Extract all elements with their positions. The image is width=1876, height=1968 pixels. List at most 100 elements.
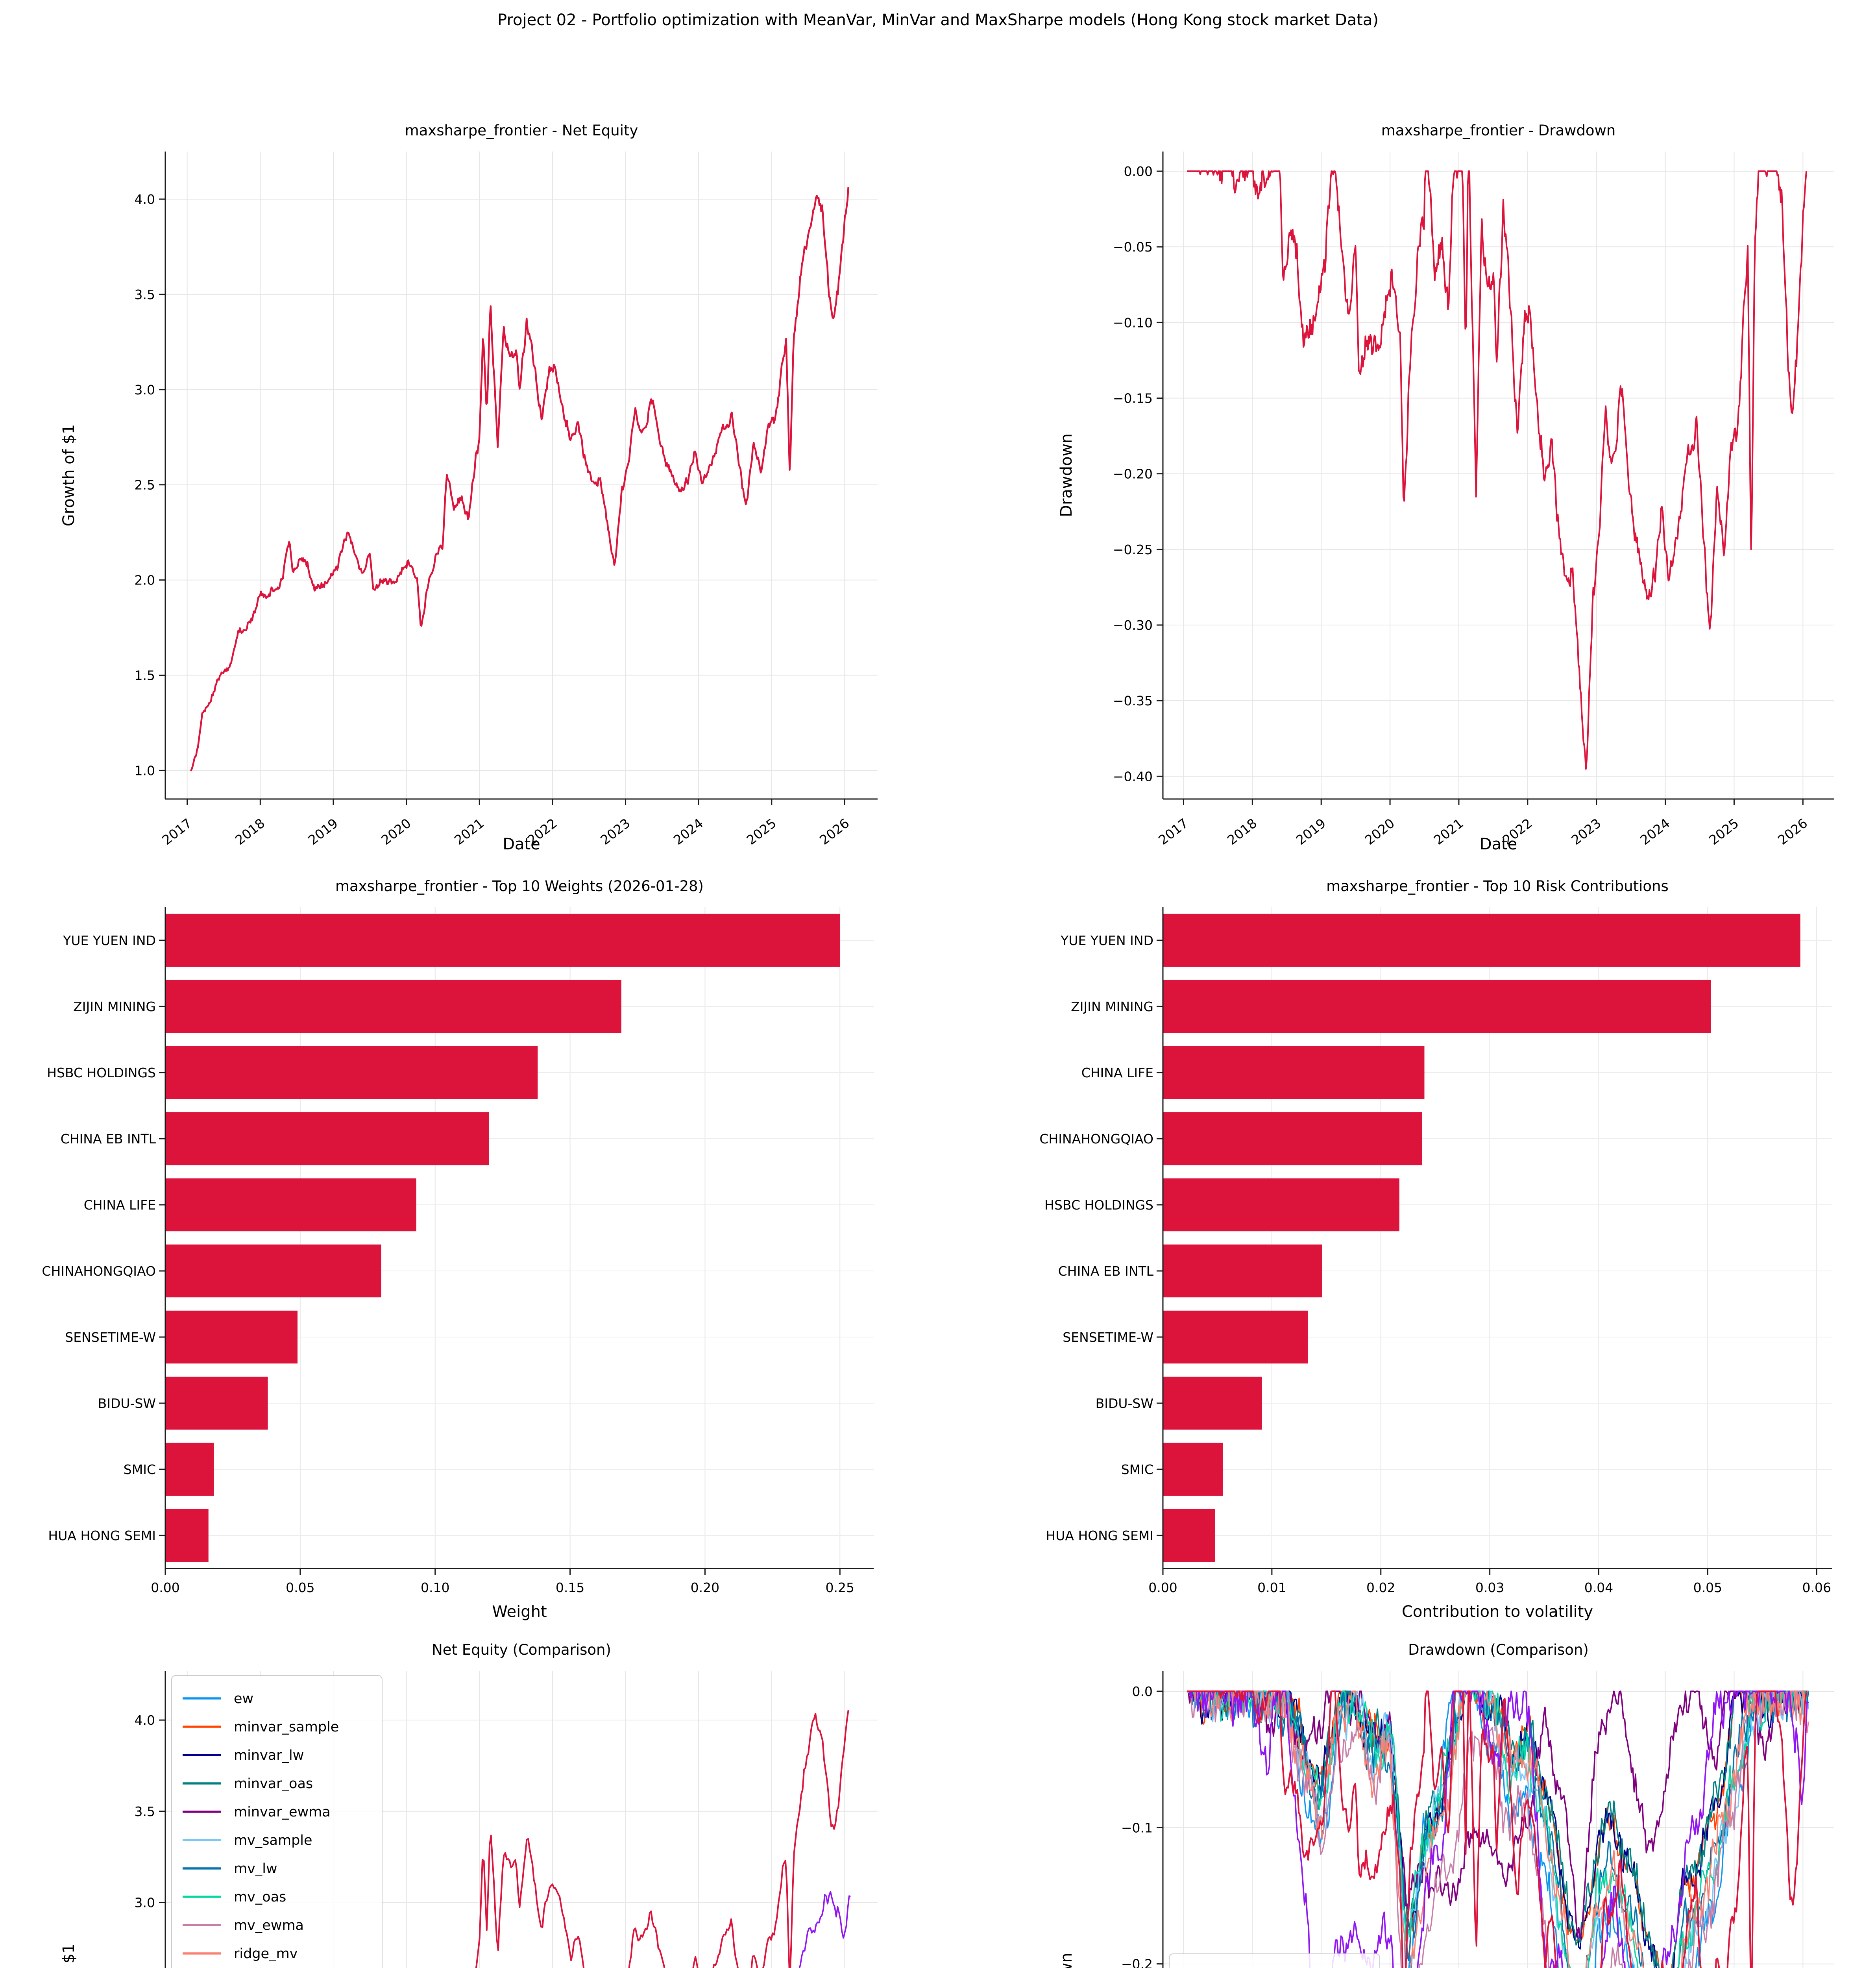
svg-text:0.01: 0.01 — [1257, 1580, 1286, 1595]
svg-text:0.0: 0.0 — [1132, 1684, 1153, 1699]
svg-text:Weight: Weight — [492, 1603, 547, 1621]
svg-text:CHINAHONGQIAO: CHINAHONGQIAO — [1039, 1131, 1153, 1147]
svg-text:0.05: 0.05 — [1693, 1580, 1722, 1595]
svg-text:−0.10: −0.10 — [1113, 315, 1153, 330]
svg-text:HUA HONG SEMI: HUA HONG SEMI — [1046, 1528, 1153, 1543]
svg-text:−0.30: −0.30 — [1113, 618, 1153, 633]
svg-text:Growth of $1: Growth of $1 — [60, 1944, 78, 1968]
panel-top10-risk-contributions: maxsharpe_frontier - Top 10 Risk Contrib… — [1039, 858, 1856, 1633]
svg-text:2020: 2020 — [1362, 816, 1397, 848]
panel-drawdown: maxsharpe_frontier - Drawdown 2017 2018 20… — [1041, 89, 1856, 866]
svg-text:minvar_sample: minvar_sample — [234, 1719, 339, 1735]
svg-text:SENSETIME-W: SENSETIME-W — [65, 1330, 156, 1345]
svg-text:−0.15: −0.15 — [1113, 390, 1153, 406]
svg-text:0.15: 0.15 — [556, 1580, 584, 1595]
panel-top10-weights: maxsharpe_frontier - Top 10 Weights (202… — [42, 858, 897, 1633]
svg-text:minvar_lw: minvar_lw — [234, 1748, 304, 1763]
svg-text:SMIC: SMIC — [124, 1462, 156, 1477]
svg-text:Date: Date — [503, 835, 540, 853]
svg-text:0.03: 0.03 — [1475, 1580, 1504, 1595]
svg-text:2026: 2026 — [817, 816, 852, 848]
svg-text:0.04: 0.04 — [1584, 1580, 1613, 1595]
svg-text:3.0: 3.0 — [135, 382, 155, 398]
net-equity-chart-canvas: 2017 2018 2019 2020 2021 2022 2023 2024 2025 2026… — [60, 152, 878, 853]
svg-text:CHINA EB INTL: CHINA EB INTL — [1058, 1263, 1154, 1279]
svg-text:0.20: 0.20 — [691, 1580, 719, 1595]
net-equity-comparison-chart-canvas: 2017201820192020202120222023202420252026… — [60, 1671, 878, 1968]
svg-text:ZIJIN MINING: ZIJIN MINING — [73, 999, 156, 1014]
drawdown-title: maxsharpe_frontier - Drawdown — [1381, 122, 1616, 139]
svg-text:2017: 2017 — [1155, 816, 1191, 848]
svg-text:CHINA LIFE: CHINA LIFE — [1081, 1065, 1153, 1080]
svg-text:2024: 2024 — [1637, 816, 1673, 848]
svg-text:−0.05: −0.05 — [1113, 239, 1153, 255]
svg-text:Date: Date — [1480, 835, 1517, 853]
svg-text:YUE YUEN IND: YUE YUEN IND — [63, 933, 156, 948]
svg-text:2017: 2017 — [159, 816, 194, 848]
svg-text:0.00: 0.00 — [151, 1580, 179, 1595]
svg-text:2.0: 2.0 — [135, 573, 155, 588]
svg-text:3.5: 3.5 — [135, 1804, 155, 1819]
svg-text:−0.2: −0.2 — [1121, 1957, 1153, 1968]
svg-text:mv_ewma: mv_ewma — [234, 1918, 304, 1933]
svg-text:2020: 2020 — [378, 816, 414, 848]
top10-risk-contributions-chart-canvas: YUE YUEN IND ZIJIN MINING CHINA LIFE CHINAH… — [1039, 907, 1832, 1621]
svg-text:1.5: 1.5 — [135, 668, 155, 683]
panel-net-equity: maxsharpe_frontier - Net Equity 2017 2018… — [43, 89, 897, 866]
svg-text:SMIC: SMIC — [1121, 1462, 1153, 1477]
top10-weights-chart-canvas: YUE YUEN IND ZIJIN MINING HSBC HOLDINGS CHI… — [42, 907, 874, 1621]
panel-net-equity-comparison: Net Equity (Comparison) 2017201820192020… — [43, 1622, 897, 1968]
net-equity-comparison-title: Net Equity (Comparison) — [432, 1641, 611, 1658]
svg-text:4.0: 4.0 — [135, 192, 155, 207]
svg-text:0.06: 0.06 — [1802, 1580, 1831, 1595]
svg-text:4.0: 4.0 — [135, 1713, 155, 1728]
svg-text:0.02: 0.02 — [1366, 1580, 1395, 1595]
svg-text:2025: 2025 — [744, 816, 779, 848]
top10-risk-contributions-title: maxsharpe_frontier - Top 10 Risk Contrib… — [1326, 878, 1669, 895]
svg-text:−0.1: −0.1 — [1121, 1820, 1153, 1835]
svg-text:0.25: 0.25 — [826, 1580, 854, 1595]
svg-text:CHINA EB INTL: CHINA EB INTL — [61, 1131, 156, 1147]
drawdown-comparison-chart-canvas: 2017201820192020202120222023202420252026… — [1057, 1671, 1834, 1968]
svg-text:−0.40: −0.40 — [1113, 769, 1153, 784]
svg-text:2018: 2018 — [232, 816, 268, 848]
svg-text:−0.35: −0.35 — [1113, 693, 1153, 708]
svg-text:2024: 2024 — [671, 816, 706, 848]
svg-text:2018: 2018 — [1224, 816, 1260, 848]
svg-text:HSBC HOLDINGS: HSBC HOLDINGS — [1044, 1197, 1153, 1213]
svg-text:0.00: 0.00 — [1124, 164, 1153, 179]
svg-text:YUE YUEN IND: YUE YUEN IND — [1060, 933, 1153, 948]
drawdown-chart-canvas: 2017 2018 2019 2020 2021 2022 2023 2024 2025 2026… — [1057, 152, 1834, 853]
svg-text:2.5: 2.5 — [135, 477, 155, 493]
drawdown-comparison-title: Drawdown (Comparison) — [1408, 1641, 1589, 1658]
svg-text:2019: 2019 — [1293, 816, 1329, 848]
svg-text:2025: 2025 — [1706, 816, 1741, 848]
svg-text:0.00: 0.00 — [1148, 1580, 1177, 1595]
svg-text:ew: ew — [234, 1691, 253, 1707]
svg-text:1.0: 1.0 — [135, 763, 155, 778]
svg-text:ridge_mv: ridge_mv — [234, 1946, 298, 1962]
svg-text:CHINA LIFE: CHINA LIFE — [84, 1197, 156, 1213]
figure-suptitle: Project 02 - Portfolio optimization with… — [497, 11, 1379, 29]
svg-text:−0.25: −0.25 — [1113, 542, 1153, 557]
svg-text:−0.20: −0.20 — [1113, 466, 1153, 482]
svg-text:mv_oas: mv_oas — [234, 1889, 286, 1905]
svg-text:SENSETIME-W: SENSETIME-W — [1063, 1330, 1153, 1345]
svg-text:minvar_ewma: minvar_ewma — [234, 1804, 331, 1820]
svg-text:Drawdown: Drawdown — [1057, 1953, 1076, 1968]
svg-text:BIDU-SW: BIDU-SW — [98, 1396, 156, 1411]
top10-weights-title: maxsharpe_frontier - Top 10 Weights (202… — [335, 878, 704, 895]
svg-text:2023: 2023 — [597, 816, 633, 848]
svg-text:2021: 2021 — [451, 816, 487, 848]
svg-text:Drawdown: Drawdown — [1057, 433, 1076, 517]
svg-text:2021: 2021 — [1431, 816, 1466, 848]
svg-text:CHINAHONGQIAO: CHINAHONGQIAO — [42, 1263, 156, 1279]
svg-text:2026: 2026 — [1775, 816, 1810, 848]
panel-drawdown-comparison: Drawdown (Comparison) 201720182019202020… — [1041, 1622, 1856, 1968]
svg-text:2023: 2023 — [1568, 816, 1604, 848]
svg-text:2019: 2019 — [305, 816, 341, 848]
svg-text:mv_sample: mv_sample — [234, 1833, 312, 1848]
svg-text:minvar_oas: minvar_oas — [234, 1776, 313, 1792]
svg-text:HUA HONG SEMI: HUA HONG SEMI — [48, 1528, 156, 1543]
